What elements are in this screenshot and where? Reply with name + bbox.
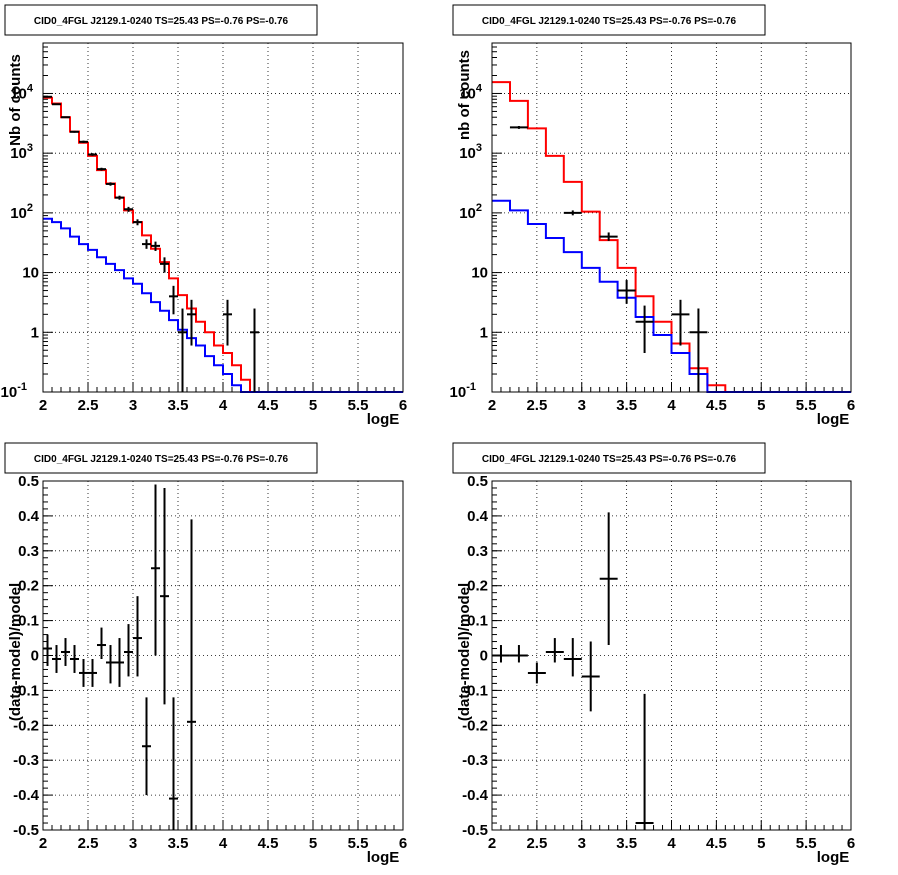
y-tick-label: 104 bbox=[459, 82, 483, 102]
y-axis-title: Nb of counts bbox=[7, 54, 24, 146]
x-tick-label: 5 bbox=[309, 397, 317, 414]
y-tick-label: -0.1 bbox=[13, 682, 39, 699]
y-tick-label: -0.5 bbox=[13, 822, 39, 839]
x-tick-label: 2 bbox=[488, 835, 496, 852]
y-tick-label: 0.2 bbox=[467, 578, 488, 595]
y-axis-title: (data-model)/model bbox=[456, 583, 473, 721]
x-tick-label: 3 bbox=[578, 397, 586, 414]
x-tick-label: 3.5 bbox=[168, 835, 189, 852]
panel-title: CID0_4FGL J2129.1-0240 TS=25.43 PS=-0.76… bbox=[34, 16, 289, 27]
y-tick-label: 10 bbox=[22, 265, 39, 282]
x-axis-title: logE bbox=[367, 411, 400, 428]
x-tick-label: 4.5 bbox=[706, 835, 727, 852]
y-tick-label: 0.1 bbox=[18, 613, 39, 630]
x-tick-label: 3 bbox=[129, 835, 137, 852]
plot-frame bbox=[491, 480, 852, 831]
x-tick-label: 2.5 bbox=[78, 835, 99, 852]
x-tick-label: 3 bbox=[129, 397, 137, 414]
panel-title: CID0_4FGL J2129.1-0240 TS=25.43 PS=-0.76… bbox=[482, 16, 737, 27]
y-tick-label: 0.4 bbox=[467, 508, 489, 525]
y-tick-label: 0.1 bbox=[467, 613, 488, 630]
x-tick-label: 3.5 bbox=[168, 397, 189, 414]
x-axis-title: logE bbox=[367, 849, 400, 866]
x-tick-label: 2 bbox=[39, 835, 47, 852]
y-tick-label: 102 bbox=[10, 202, 33, 222]
x-tick-label: 5.5 bbox=[796, 835, 817, 852]
y-tick-label: 0.4 bbox=[18, 508, 40, 525]
y-tick-label: 0.2 bbox=[18, 578, 39, 595]
y-tick-label: -0.4 bbox=[13, 787, 40, 804]
x-tick-label: 2 bbox=[488, 397, 496, 414]
y-tick-label: -0.4 bbox=[462, 787, 489, 804]
x-tick-label: 6 bbox=[847, 835, 855, 852]
x-tick-label: 4 bbox=[219, 397, 228, 414]
y-tick-label: 0 bbox=[31, 648, 39, 665]
x-tick-label: 4.5 bbox=[706, 397, 727, 414]
title-box bbox=[4, 442, 318, 474]
y-tick-label: 0.3 bbox=[18, 543, 39, 560]
y-tick-label: 1 bbox=[480, 324, 488, 341]
y-tick-label: 10-1 bbox=[450, 381, 476, 401]
plot-frame bbox=[42, 42, 404, 393]
y-tick-label: 10-1 bbox=[1, 381, 27, 401]
x-tick-label: 6 bbox=[399, 835, 407, 852]
title-box bbox=[4, 4, 318, 36]
y-tick-label: 103 bbox=[459, 142, 482, 162]
plot-frame bbox=[42, 480, 404, 831]
panel-bottom-right-residuals: 2 2.5 3 3.5 4 4.5 5 5.5 6 -0.5 -0.4 -0.3 -0.2 -0.1 0 0.… bbox=[452, 442, 855, 866]
panel-bottom-left-residuals: 2 2.5 3 3.5 4 4.5 5 5.5 6 -0.5 -0.4 -0.3 -0.2 -0.1 0 0.… bbox=[4, 442, 407, 866]
x-tick-label: 5.5 bbox=[796, 397, 817, 414]
y-tick-label: 10 bbox=[471, 265, 488, 282]
x-tick-label: 5 bbox=[309, 835, 317, 852]
title-box bbox=[452, 442, 766, 474]
plot-area bbox=[43, 43, 403, 392]
x-tick-label: 4 bbox=[667, 835, 676, 852]
y-tick-label: 0 bbox=[480, 648, 488, 665]
y-tick-label: -0.3 bbox=[462, 752, 488, 769]
x-axis-title: logE bbox=[817, 411, 850, 428]
panel-top-right-counts: 2 2.5 3 3.5 4 4.5 5 5.5 6 10-1 1 10 102 103 104 logE nb … bbox=[450, 4, 855, 428]
x-tick-label: 2.5 bbox=[78, 397, 99, 414]
y-tick-label: 103 bbox=[10, 142, 33, 162]
panel-title: CID0_4FGL J2129.1-0240 TS=25.43 PS=-0.76… bbox=[34, 454, 289, 465]
y-tick-label: 1 bbox=[31, 324, 39, 341]
y-tick-label: -0.2 bbox=[13, 717, 39, 734]
y-axis-title: nb of counts bbox=[456, 50, 473, 140]
y-tick-label: -0.2 bbox=[462, 717, 488, 734]
plot-area bbox=[492, 481, 851, 830]
y-tick-label: -0.5 bbox=[462, 822, 488, 839]
panel-top-left-counts: 2 2.5 3 3.5 4 4.5 5 5.5 6 10-1 1 10 102 103 104 logE Nb … bbox=[1, 4, 407, 428]
title-box bbox=[452, 4, 766, 36]
x-tick-label: 4 bbox=[219, 835, 228, 852]
y-axis-title: (data-model)/model bbox=[7, 583, 24, 721]
x-tick-label: 6 bbox=[847, 397, 855, 414]
y-tick-label: -0.1 bbox=[462, 682, 488, 699]
y-tick-label: 104 bbox=[10, 82, 34, 102]
x-tick-label: 4 bbox=[667, 397, 676, 414]
x-tick-label: 5 bbox=[757, 835, 765, 852]
x-tick-label: 5.5 bbox=[348, 397, 369, 414]
y-tick-label: 0.3 bbox=[467, 543, 488, 560]
x-tick-label: 2.5 bbox=[526, 835, 547, 852]
y-tick-label: 102 bbox=[459, 202, 482, 222]
y-tick-label: -0.3 bbox=[13, 752, 39, 769]
x-tick-label: 2.5 bbox=[526, 397, 547, 414]
x-tick-label: 5 bbox=[757, 397, 765, 414]
x-tick-label: 3 bbox=[578, 835, 586, 852]
x-tick-label: 2 bbox=[39, 397, 47, 414]
x-tick-label: 5.5 bbox=[348, 835, 369, 852]
x-tick-label: 6 bbox=[399, 397, 407, 414]
x-tick-label: 4.5 bbox=[258, 397, 279, 414]
x-axis-title: logE bbox=[817, 849, 850, 866]
panel-title: CID0_4FGL J2129.1-0240 TS=25.43 PS=-0.76… bbox=[482, 454, 737, 465]
x-tick-label: 3.5 bbox=[616, 835, 637, 852]
y-tick-label: 0.5 bbox=[467, 473, 488, 490]
x-tick-label: 3.5 bbox=[616, 397, 637, 414]
y-tick-label: 0.5 bbox=[18, 473, 39, 490]
plot-frame bbox=[491, 42, 852, 393]
x-tick-label: 4.5 bbox=[258, 835, 279, 852]
